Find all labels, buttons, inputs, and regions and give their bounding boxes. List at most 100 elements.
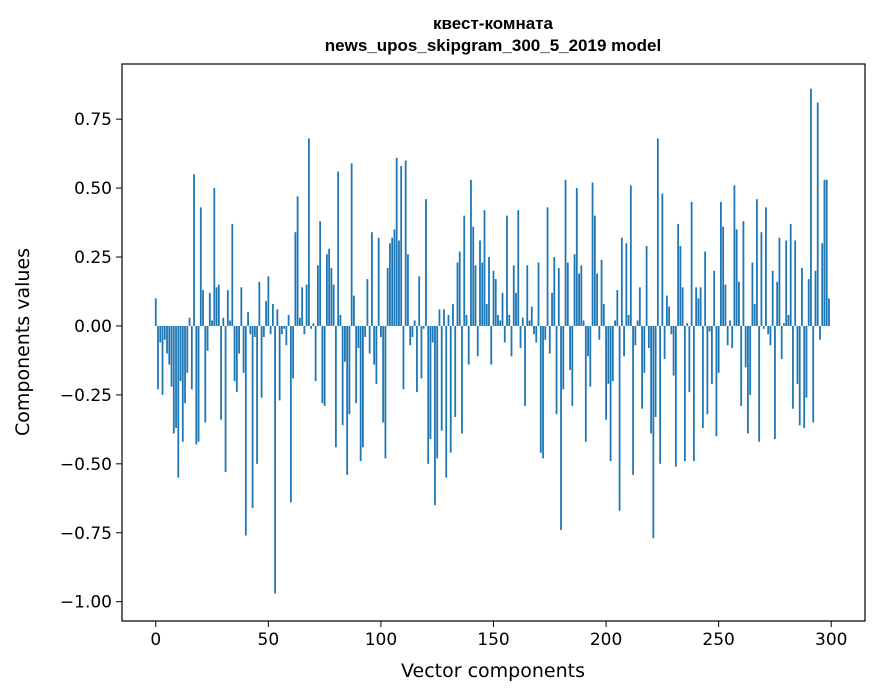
bar	[316, 265, 319, 326]
bar	[713, 270, 716, 326]
bar	[692, 325, 695, 462]
bar	[643, 325, 646, 373]
bar	[395, 157, 398, 326]
bar	[172, 325, 175, 434]
bar	[641, 325, 643, 409]
y-tick-label: 0.00	[74, 317, 112, 337]
bar	[154, 298, 157, 326]
bar	[474, 265, 477, 326]
bar	[744, 325, 747, 368]
bar	[431, 325, 434, 343]
bar	[181, 325, 184, 442]
bar	[659, 325, 662, 464]
bar	[260, 325, 263, 398]
bar	[373, 325, 376, 365]
y-tick-label: 0.25	[74, 248, 112, 268]
bar	[262, 325, 265, 337]
bar	[616, 290, 619, 326]
bar	[386, 268, 389, 326]
bar	[366, 279, 369, 326]
bar	[503, 325, 506, 343]
bar	[267, 276, 270, 326]
bar	[278, 325, 281, 401]
bar	[706, 325, 709, 415]
y-tick-label: −0.75	[60, 524, 112, 544]
bar	[206, 325, 209, 351]
bar	[629, 185, 632, 326]
y-tick-label: 0.50	[74, 179, 112, 199]
bar	[321, 325, 324, 404]
bar	[805, 325, 808, 398]
chart-subtitle: news_upos_skipgram_300_5_2019 model	[325, 36, 661, 55]
bar	[344, 325, 346, 362]
bar	[792, 325, 794, 409]
bar	[611, 325, 614, 382]
bar	[825, 179, 828, 326]
bar	[735, 229, 738, 326]
bar	[661, 193, 664, 326]
bar	[753, 303, 756, 326]
bar	[528, 320, 531, 326]
bar	[571, 325, 574, 406]
bar	[717, 325, 720, 373]
bar	[704, 251, 707, 326]
bar	[679, 245, 682, 326]
bar	[294, 232, 297, 326]
bar	[524, 325, 526, 406]
bar	[301, 287, 304, 326]
bar	[569, 325, 571, 371]
bar	[404, 160, 407, 326]
y-axis-label: Components values	[12, 248, 34, 436]
bar	[159, 325, 162, 343]
bar	[384, 325, 387, 459]
bar	[665, 295, 668, 326]
bar	[348, 325, 351, 415]
bar	[184, 325, 186, 404]
bar	[325, 254, 328, 326]
bar	[346, 325, 349, 475]
bar	[517, 210, 520, 326]
bar	[828, 298, 830, 326]
bar	[389, 243, 391, 326]
bar	[452, 303, 454, 326]
bar	[533, 325, 535, 335]
bar	[740, 325, 743, 406]
bar	[368, 325, 371, 354]
x-tick-label: 250	[702, 630, 734, 650]
bar	[530, 306, 533, 326]
bar	[778, 237, 781, 326]
bar	[609, 325, 612, 462]
bar	[312, 323, 315, 326]
bar	[418, 276, 421, 326]
bar	[179, 325, 182, 382]
bar	[398, 240, 400, 326]
bar	[551, 292, 553, 326]
bar	[760, 232, 763, 326]
bar	[521, 317, 524, 326]
bar	[292, 325, 295, 379]
bar	[458, 251, 461, 326]
bar	[816, 102, 819, 326]
bar	[402, 325, 405, 390]
bar	[235, 325, 238, 393]
bar	[553, 257, 556, 326]
bar	[244, 325, 247, 536]
bar	[780, 325, 783, 360]
bar	[638, 287, 641, 326]
bar	[762, 325, 765, 329]
bar	[353, 295, 355, 326]
bar	[170, 325, 173, 387]
bar	[627, 314, 630, 326]
bar	[271, 303, 274, 326]
x-tick-label: 100	[365, 630, 397, 650]
bar	[226, 290, 229, 326]
bar	[422, 325, 425, 329]
bar	[400, 166, 403, 326]
bar	[371, 232, 373, 326]
bar	[711, 325, 713, 384]
bar	[810, 88, 812, 326]
bar	[416, 325, 418, 393]
bar	[733, 185, 736, 326]
bar	[519, 325, 522, 349]
bar	[364, 325, 367, 337]
